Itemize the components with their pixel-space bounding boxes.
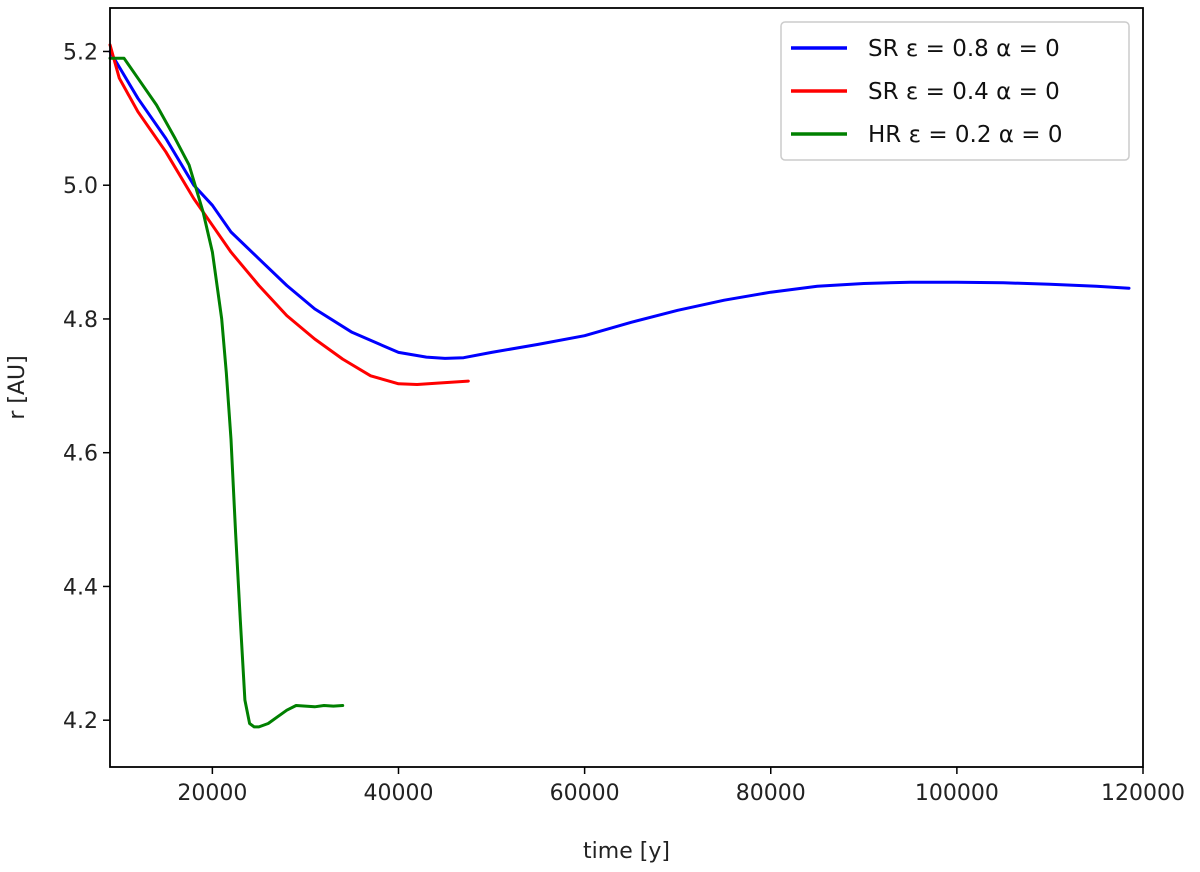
x-tick-label: 20000 xyxy=(177,781,247,806)
x-tick-label: 120000 xyxy=(1101,781,1185,806)
series-line-2 xyxy=(108,56,345,729)
y-tick-label: 5.0 xyxy=(63,174,98,199)
legend-label: SR ε = 0.4 α = 0 xyxy=(868,79,1060,105)
y-tick-label: 4.8 xyxy=(63,308,98,333)
y-axis-label: r [AU] xyxy=(5,355,30,419)
legend: SR ε = 0.8 α = 0 SR ε = 0.4 α = 0 HR ε = 0… xyxy=(780,21,1130,161)
y-tick-label: 4.2 xyxy=(63,709,98,734)
x-tick-label: 60000 xyxy=(550,781,620,806)
plot-frame xyxy=(109,7,1144,768)
legend-box xyxy=(780,21,1130,161)
x-tick-label: 40000 xyxy=(363,781,433,806)
y-tick-label: 4.4 xyxy=(63,575,98,600)
series-line-1 xyxy=(108,43,470,386)
x-axis-label: time [y] xyxy=(583,839,670,864)
y-tick-label: 4.6 xyxy=(63,442,98,467)
legend-label: SR ε = 0.8 α = 0 xyxy=(868,36,1060,62)
x-axis: 20000 40000 60000 80000 100000 120000 xyxy=(177,767,1185,806)
series-line-0 xyxy=(108,50,1131,360)
x-tick-label: 100000 xyxy=(915,781,999,806)
x-tick-label: 80000 xyxy=(736,781,806,806)
legend-label: HR ε = 0.2 α = 0 xyxy=(868,122,1063,148)
y-axis: 4.2 4.4 4.6 4.8 5.0 5.2 xyxy=(63,40,110,734)
y-tick-label: 5.2 xyxy=(63,40,98,65)
series-layer xyxy=(108,43,1131,729)
